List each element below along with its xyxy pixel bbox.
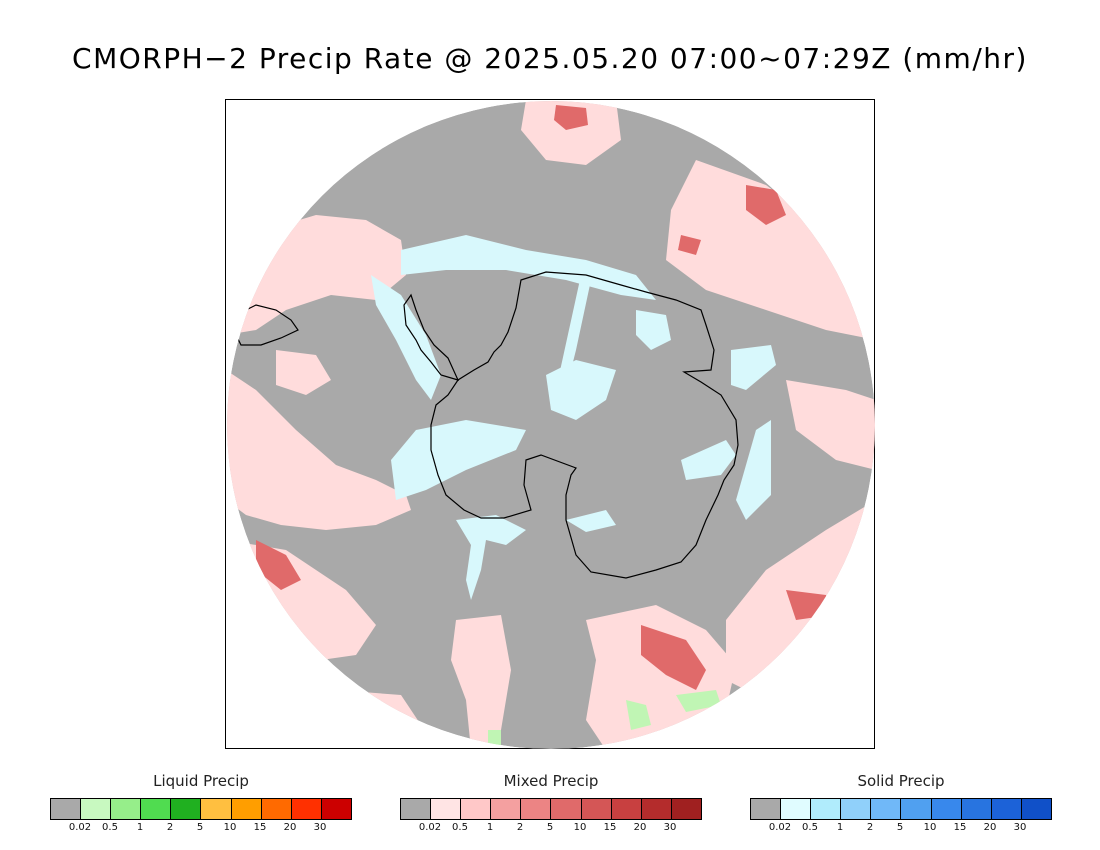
legend-solid-swatch bbox=[1021, 799, 1051, 819]
legend-mixed-swatch bbox=[611, 799, 642, 819]
polar-map-panel bbox=[225, 99, 875, 749]
legend-solid-tick-label: 2 bbox=[866, 822, 874, 833]
legend-liquid-tick-label: 2 bbox=[166, 822, 174, 833]
legend-solid-tick-label: 0.02 bbox=[768, 822, 792, 833]
legend-mixed-tick-label: 2 bbox=[516, 822, 524, 833]
legend-solid-swatch bbox=[931, 799, 962, 819]
legend-liquid-colorbar bbox=[50, 798, 352, 820]
legend-solid: Solid Precip 0.02 0.5 1 2 5 10 15 20 30 bbox=[750, 772, 1052, 836]
legend-solid-tick-label: 30 bbox=[1013, 822, 1027, 833]
map-title: CMORPH−2 Precip Rate @ 2025.05.20 07:00~… bbox=[72, 42, 1028, 75]
legend-solid-title: Solid Precip bbox=[857, 772, 945, 790]
legend-liquid-swatch bbox=[141, 799, 172, 819]
legend-liquid-tick-label: 10 bbox=[223, 822, 237, 833]
legend-mixed-tick-label: 10 bbox=[573, 822, 587, 833]
legend-mixed-swatch bbox=[641, 799, 672, 819]
legend-mixed-swatch bbox=[671, 799, 701, 819]
legend-solid-tick-label: 0.5 bbox=[802, 822, 818, 833]
legend-solid-swatch bbox=[901, 799, 932, 819]
legend-solid-swatch bbox=[991, 799, 1022, 819]
legend-liquid-swatch bbox=[201, 799, 232, 819]
legend-solid-tick-label: 20 bbox=[983, 822, 997, 833]
legend-mixed-tick-label: 15 bbox=[603, 822, 617, 833]
legend-mixed-tick-label: 0.5 bbox=[452, 822, 468, 833]
legend-solid-tick-label: 10 bbox=[923, 822, 937, 833]
legend-liquid-tick-label: 1 bbox=[136, 822, 144, 833]
legend-solid-tick-label: 15 bbox=[953, 822, 967, 833]
legend-mixed-swatch bbox=[401, 799, 432, 819]
legend-mixed-swatch bbox=[551, 799, 582, 819]
legend-mixed-tick-label: 0.02 bbox=[418, 822, 442, 833]
legend-liquid-swatch bbox=[291, 799, 322, 819]
legend-liquid-tick-label: 5 bbox=[196, 822, 204, 833]
legend-mixed-swatch bbox=[521, 799, 552, 819]
antarctica-coastline bbox=[430, 271, 739, 579]
legend-mixed-tick-label: 20 bbox=[633, 822, 647, 833]
precip-map-svg bbox=[227, 101, 875, 749]
legend-liquid-swatch bbox=[231, 799, 262, 819]
legend-mixed-swatch bbox=[461, 799, 492, 819]
legend-liquid-tick-label: 0.02 bbox=[68, 822, 92, 833]
solid-precip-areas bbox=[371, 235, 776, 600]
antarctic-peninsula-coastline bbox=[403, 293, 460, 381]
legend-mixed-tick-label: 1 bbox=[486, 822, 494, 833]
legend-liquid: Liquid Precip 0.02 0.5 1 2 5 10 15 20 30 bbox=[50, 772, 352, 836]
legend-liquid-swatch bbox=[261, 799, 292, 819]
legend-solid-ticks: 0.02 0.5 1 2 5 10 15 20 30 bbox=[750, 822, 1050, 836]
legend-mixed-swatch bbox=[431, 799, 462, 819]
legend-liquid-tick-label: 30 bbox=[313, 822, 327, 833]
legend-mixed-swatch bbox=[581, 799, 612, 819]
legend-mixed-title: Mixed Precip bbox=[503, 772, 599, 790]
legend-liquid-tick-label: 15 bbox=[253, 822, 267, 833]
legend-solid-swatch bbox=[961, 799, 992, 819]
legend-liquid-title: Liquid Precip bbox=[153, 772, 249, 790]
legend-solid-swatch bbox=[841, 799, 872, 819]
legend-solid-swatch bbox=[781, 799, 812, 819]
mixed-precip-heavy-cores bbox=[256, 105, 831, 690]
legend-liquid-swatch bbox=[81, 799, 112, 819]
legend-liquid-tick-label: 20 bbox=[283, 822, 297, 833]
legend-liquid-swatch bbox=[171, 799, 202, 819]
legend-mixed-swatch bbox=[491, 799, 522, 819]
legend-solid-colorbar bbox=[750, 798, 1052, 820]
legend-solid-swatch bbox=[811, 799, 842, 819]
legend-liquid-swatch bbox=[51, 799, 82, 819]
legend-liquid-swatch bbox=[111, 799, 142, 819]
legend-liquid-tick-label: 0.5 bbox=[102, 822, 118, 833]
legend-liquid-ticks: 0.02 0.5 1 2 5 10 15 20 30 bbox=[50, 822, 350, 836]
legend-mixed-tick-label: 5 bbox=[546, 822, 554, 833]
legend-solid-tick-label: 1 bbox=[836, 822, 844, 833]
legend-mixed-colorbar bbox=[400, 798, 702, 820]
legend-mixed-ticks: 0.02 0.5 1 2 5 10 15 20 30 bbox=[400, 822, 700, 836]
legend-liquid-swatch bbox=[321, 799, 351, 819]
south-america-coastline bbox=[235, 304, 299, 346]
legend-solid-tick-label: 5 bbox=[896, 822, 904, 833]
legend-mixed: Mixed Precip 0.02 0.5 1 2 5 10 15 20 30 bbox=[400, 772, 702, 836]
legend-mixed-tick-label: 30 bbox=[663, 822, 677, 833]
legend-solid-swatch bbox=[751, 799, 782, 819]
legend-solid-swatch bbox=[871, 799, 902, 819]
